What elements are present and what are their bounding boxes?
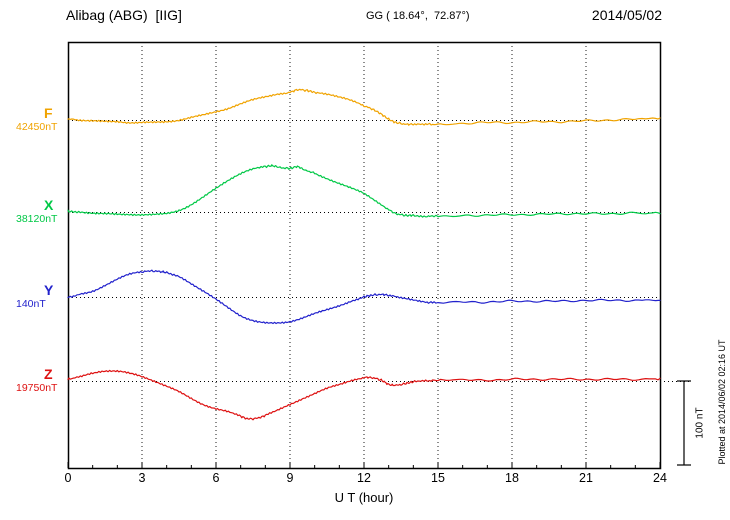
trace-x xyxy=(67,164,661,218)
series-baseline-value-f: 42450nT xyxy=(16,121,58,133)
x-tick-label: 0 xyxy=(64,471,72,485)
x-tick-label: 18 xyxy=(505,471,519,485)
x-tick-label: 21 xyxy=(579,471,593,485)
series-baseline-value-z: 19750nT xyxy=(16,382,58,394)
plot-frame xyxy=(67,41,662,470)
series-label-z: Z 19750nT xyxy=(16,367,68,395)
trace-y xyxy=(67,269,661,325)
series-letter-y: Y xyxy=(44,282,54,298)
x-axis-label: U T (hour) xyxy=(334,490,394,505)
station-title: Alibag (ABG) [IIG] xyxy=(66,7,182,23)
series-baseline-value-x: 38120nT xyxy=(16,213,58,225)
scale-bar-label: 100 nT xyxy=(694,407,706,439)
geo-coordinates: GG ( 18.64°, 72.87°) xyxy=(366,10,470,22)
x-tick-label: 9 xyxy=(286,471,294,485)
observation-date: 2014/05/02 xyxy=(591,7,662,23)
x-tick-label: 12 xyxy=(357,471,371,485)
series-letter-f: F xyxy=(44,105,53,121)
x-tick-label: 3 xyxy=(138,471,146,485)
series-label-x: X 38120nT xyxy=(16,198,68,226)
series-label-y: Y 140nT xyxy=(16,283,68,311)
series-label-f: F 42450nT xyxy=(16,106,68,134)
series-letter-z: Z xyxy=(44,366,53,382)
series-baseline-value-y: 140nT xyxy=(16,298,46,310)
x-tick-label: 15 xyxy=(431,471,445,485)
x-axis-tick-labels: 0 3 6 9 12 15 18 21 24 xyxy=(0,471,730,487)
trace-z xyxy=(67,369,661,421)
x-tick-label: 24 xyxy=(653,471,667,485)
x-tick-label: 6 xyxy=(212,471,220,485)
plotted-timestamp-note: Plotted at 2014/06/02 02:16 UT xyxy=(717,339,727,465)
trace-f xyxy=(67,88,661,126)
series-letter-x: X xyxy=(44,197,54,213)
